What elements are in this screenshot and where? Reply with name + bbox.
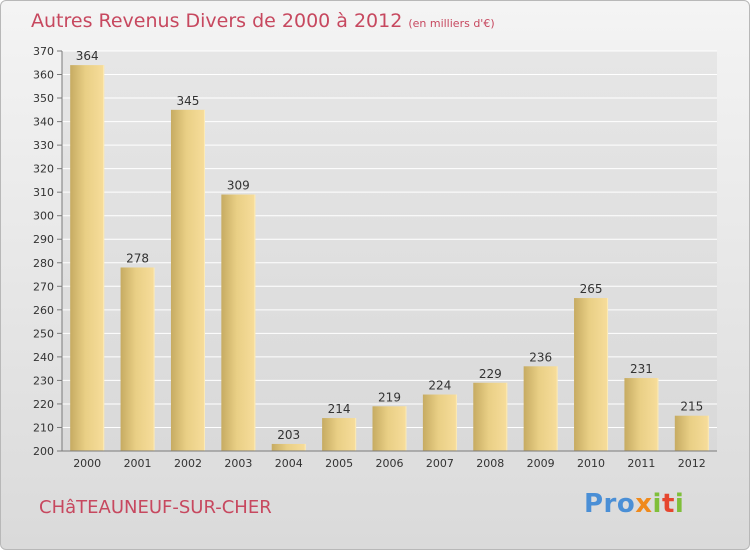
data-label: 309 [227,179,250,193]
y-tick-label: 350 [33,92,54,105]
data-label: 224 [428,379,451,393]
data-label: 215 [680,400,703,414]
y-tick-label: 250 [33,327,54,340]
y-tick-label: 280 [33,257,54,270]
data-label: 345 [177,94,200,108]
x-tick-label: 2009 [527,457,555,470]
y-tick-label: 360 [33,69,54,82]
data-label: 214 [328,402,351,416]
y-tick-label: 220 [33,398,54,411]
x-tick-label: 2011 [627,457,655,470]
y-tick-label: 240 [33,351,54,364]
data-label: 236 [529,350,552,364]
bar-2011 [624,378,659,451]
x-tick-label: 2004 [275,457,303,470]
chart-subtitle: (en milliers d'€) [408,17,495,30]
data-label: 364 [76,49,99,63]
y-tick-label: 330 [33,139,54,152]
bar-2003 [221,194,256,451]
y-tick-label: 260 [33,304,54,317]
y-axis: 200 210 220 230 240 250 260 270 280 290 300 310 320 3… [33,45,63,458]
bar-2001 [120,267,155,451]
y-tick-label: 370 [33,45,54,58]
x-axis: 2000 2001 2002 2003 2004 2005 2006 2007 2008 2009… [62,450,717,470]
data-label: 203 [277,428,300,442]
x-tick-label: 2007 [426,457,454,470]
y-tick-label: 270 [33,280,54,293]
y-tick-label: 230 [33,374,54,387]
bar-2010 [574,298,609,451]
y-tick-label: 210 [33,421,54,434]
bar-2009 [523,366,558,451]
x-tick-label: 2006 [376,457,404,470]
x-tick-label: 2005 [325,457,353,470]
data-label: 219 [378,390,401,404]
data-label: 278 [126,251,149,265]
bar-2008 [473,382,508,451]
x-tick-label: 2010 [577,457,605,470]
chart-title: Autres Revenus Divers de 2000 à 2012 (en … [31,10,495,32]
bars: 364 278 345 309 203 214 219 224 229 236 265 231 215 [70,49,709,451]
bar-2005 [322,418,357,451]
x-tick-label: 2008 [476,457,504,470]
bar-2000 [70,65,105,451]
chart-title-text: Autres Revenus Divers de 2000 à 2012 [31,10,403,32]
data-label: 231 [630,362,653,376]
bar-2004 [271,443,306,451]
y-tick-label: 200 [33,445,54,458]
bar-2006 [372,406,407,451]
y-tick-label: 340 [33,116,54,129]
x-tick-label: 2000 [73,457,101,470]
y-tick-label: 290 [33,233,54,246]
bar-2007 [422,394,457,451]
proxiti-logo[interactable]: Proxiti [584,489,685,519]
bar-2002 [170,109,205,451]
data-label: 265 [580,282,603,296]
bar-2012 [674,415,709,451]
data-label: 229 [479,367,502,381]
x-tick-label: 2001 [124,457,152,470]
y-tick-label: 300 [33,210,54,223]
y-tick-label: 310 [33,186,54,199]
y-tick-label: 320 [33,163,54,176]
town-name: CHâTEAUNEUF-SUR-CHER [39,497,272,518]
x-tick-label: 2012 [678,457,706,470]
x-tick-label: 2003 [224,457,252,470]
x-tick-label: 2002 [174,457,202,470]
